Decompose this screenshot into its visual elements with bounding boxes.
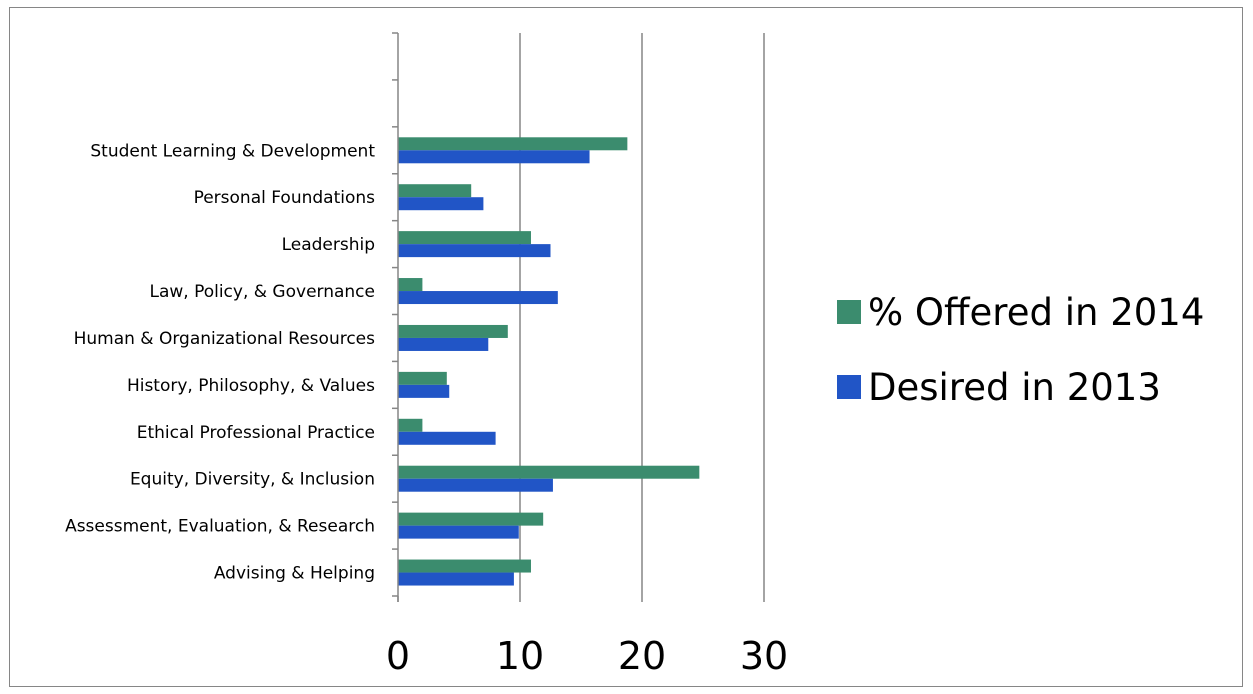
bar-desired-2013	[398, 150, 590, 164]
legend: % Offered in 2014 Desired in 2013	[837, 291, 1204, 409]
bar-offered-2014	[398, 324, 508, 338]
x-tick-label: 10	[496, 634, 544, 678]
bar-desired-2013	[398, 572, 514, 586]
axes	[392, 32, 765, 602]
gridlines	[519, 33, 765, 596]
category-labels: Student Learning & Development Personal F…	[65, 141, 375, 583]
bar-desired-2013	[398, 291, 558, 305]
category-label: History, Philosophy, & Values	[127, 376, 375, 396]
bar-desired-2013	[398, 197, 484, 211]
bar-desired-2013	[398, 384, 450, 398]
category-label: Assessment, Evaluation, & Research	[65, 517, 375, 537]
legend-label: Desired in 2013	[868, 366, 1161, 409]
category-label: Personal Foundations	[194, 188, 376, 208]
bar-offered-2014	[398, 184, 472, 198]
bar-desired-2013	[398, 525, 519, 539]
category-label: Ethical Professional Practice	[137, 423, 375, 443]
legend-label: % Offered in 2014	[868, 291, 1204, 334]
category-label: Advising & Helping	[214, 564, 375, 584]
bar-desired-2013	[398, 478, 553, 492]
x-tick-label: 30	[740, 634, 788, 678]
bar-desired-2013	[398, 244, 551, 258]
bar-offered-2014	[398, 512, 544, 526]
legend-swatch	[837, 300, 861, 324]
bar-offered-2014	[398, 418, 423, 432]
bar-offered-2014	[398, 465, 700, 479]
bar-desired-2013	[398, 337, 489, 351]
category-label: Equity, Diversity, & Inclusion	[130, 470, 375, 490]
x-tick-label: 20	[618, 634, 666, 678]
category-label: Human & Organizational Resources	[74, 329, 376, 349]
bar-desired-2013	[398, 431, 496, 445]
category-label: Student Learning & Development	[90, 141, 375, 161]
bar-offered-2014	[398, 278, 423, 292]
bar-offered-2014	[398, 137, 628, 151]
bar-offered-2014	[398, 559, 531, 573]
bars	[398, 137, 700, 586]
x-tick-label: 0	[386, 634, 410, 678]
category-label: Law, Policy, & Governance	[149, 282, 375, 302]
chart-frame	[9, 7, 1243, 687]
legend-swatch	[837, 375, 861, 399]
x-tick-labels: 0 10 20 30	[386, 634, 788, 678]
bar-offered-2014	[398, 231, 531, 245]
bar-offered-2014	[398, 371, 447, 385]
category-label: Leadership	[282, 235, 375, 255]
